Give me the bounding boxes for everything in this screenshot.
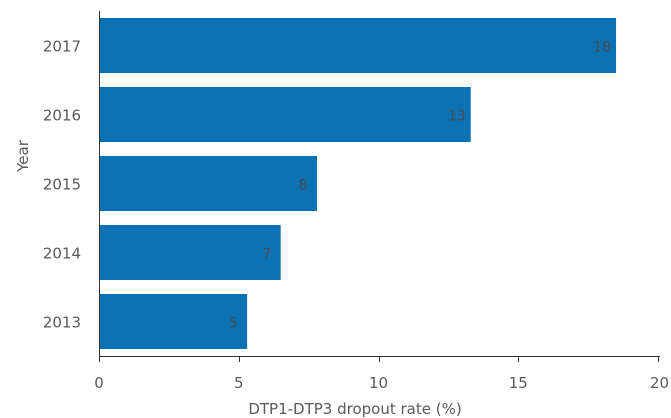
bar-2013 xyxy=(100,294,248,349)
x-tick-label-15: 15 xyxy=(509,374,528,392)
y-tick-label-2017: 2017 xyxy=(43,38,81,56)
x-tick-label-20: 20 xyxy=(650,374,669,392)
data-label-2015: 8 xyxy=(299,178,308,194)
data-label-2017: 18 xyxy=(593,40,611,56)
data-label-2016: 13 xyxy=(448,109,466,125)
x-tick-label-5: 5 xyxy=(234,374,244,392)
x-tick-label-10: 10 xyxy=(369,374,388,392)
y-tick-label-2015: 2015 xyxy=(43,176,81,194)
y-tick-label-2014: 2014 xyxy=(43,245,81,263)
bars-group xyxy=(100,18,617,349)
y-tick-label-2016: 2016 xyxy=(43,107,81,125)
data-label-2014: 7 xyxy=(262,247,271,263)
x-axis-title: DTP1-DTP3 dropout rate (%) xyxy=(248,400,461,418)
x-tick-label-0: 0 xyxy=(94,374,104,392)
data-labels-group: 5 7 8 13 18 xyxy=(229,40,611,332)
y-axis-title: Year xyxy=(14,139,32,173)
bar-2017 xyxy=(100,18,617,73)
data-label-2013: 5 xyxy=(229,316,238,332)
bar-2015 xyxy=(100,156,318,211)
bar-2014 xyxy=(100,225,281,280)
bar-2016 xyxy=(100,87,471,142)
y-tick-labels-group: 2013 2014 2015 2016 2017 xyxy=(43,38,81,332)
x-ticks-group: 0 5 10 15 20 xyxy=(94,356,669,392)
y-tick-label-2013: 2013 xyxy=(43,314,81,332)
